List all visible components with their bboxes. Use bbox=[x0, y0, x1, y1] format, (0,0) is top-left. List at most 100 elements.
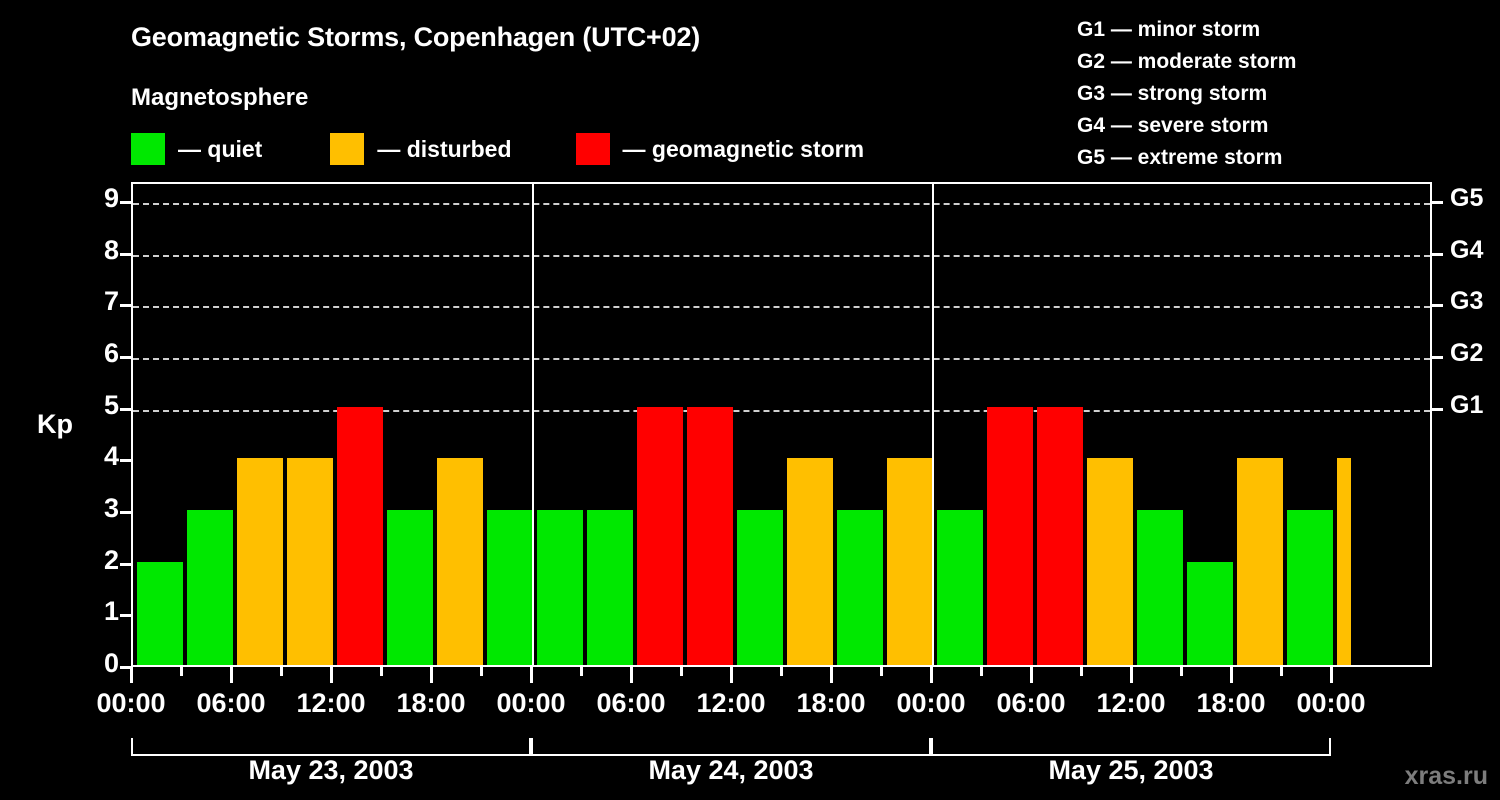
y-tick-mark bbox=[120, 614, 131, 618]
x-tick-label: 00:00 bbox=[496, 688, 566, 718]
g-tick-label: G1 bbox=[1450, 390, 1484, 419]
legend-item-quiet: — quiet bbox=[131, 132, 262, 166]
g-tick-label: G5 bbox=[1450, 184, 1484, 212]
g-legend-row-g5: G5 — extreme storm bbox=[1077, 146, 1283, 169]
x-tick-mark-minor bbox=[680, 667, 683, 676]
x-tick-mark-minor bbox=[280, 667, 283, 676]
legend-label-quiet: — quiet bbox=[178, 135, 263, 162]
gridline-kp-5 bbox=[133, 409, 1430, 412]
bar bbox=[237, 458, 283, 665]
x-tick-label: 06:00 bbox=[196, 688, 266, 718]
x-tick-label: 00:00 bbox=[896, 688, 966, 718]
x-tick-mark-minor bbox=[1280, 667, 1283, 676]
x-tick-mark bbox=[530, 667, 533, 683]
g-legend-row-g1: G1 — minor storm bbox=[1077, 18, 1261, 41]
bar bbox=[337, 406, 383, 665]
gridline-kp-8 bbox=[133, 254, 1430, 257]
x-tick-mark bbox=[1230, 667, 1233, 683]
x-tick-mark-minor bbox=[780, 667, 783, 676]
x-tick-mark-minor bbox=[580, 667, 583, 676]
x-tick-mark bbox=[1130, 667, 1133, 683]
y-tick-mark bbox=[120, 511, 131, 514]
color-legend: — quiet — disturbed — geomagnetic storm bbox=[131, 132, 864, 166]
y-tick-label: 1 bbox=[103, 596, 119, 627]
y-tick-label: 4 bbox=[103, 441, 119, 472]
g-tick-mark bbox=[1432, 407, 1443, 411]
x-tick-label: 06:00 bbox=[596, 688, 666, 718]
bar bbox=[837, 510, 883, 665]
y-tick-mark bbox=[120, 252, 131, 256]
y-tick-label: 7 bbox=[103, 286, 119, 317]
bar bbox=[1337, 458, 1351, 665]
bar bbox=[1237, 458, 1283, 665]
g-legend-row-g4: G4 — severe storm bbox=[1077, 114, 1269, 137]
legend-label-storm: — geomagnetic storm bbox=[622, 135, 865, 162]
y-tick-mark bbox=[120, 407, 131, 411]
y-tick-mark bbox=[120, 304, 131, 308]
gridline-kp-6 bbox=[133, 358, 1430, 360]
x-tick-mark bbox=[430, 667, 433, 683]
bar bbox=[887, 458, 933, 665]
page-title: Geomagnetic Storms, Copenhagen (UTC+02) bbox=[131, 22, 701, 52]
bar bbox=[787, 458, 833, 665]
x-tick-label: 00:00 bbox=[1296, 688, 1366, 718]
x-tick-label: 18:00 bbox=[796, 688, 866, 718]
x-tick-label: 12:00 bbox=[1096, 688, 1166, 718]
x-tick-mark-minor bbox=[180, 667, 183, 676]
chart-subtitle: Magnetosphere bbox=[131, 84, 309, 111]
bar bbox=[937, 510, 983, 665]
g-legend-row-g3: G3 — strong storm bbox=[1077, 82, 1268, 105]
gridline-kp-7 bbox=[133, 306, 1430, 309]
bar bbox=[537, 510, 583, 665]
legend-swatch-quiet bbox=[131, 133, 165, 165]
bar bbox=[1037, 406, 1083, 665]
bar bbox=[1187, 561, 1233, 665]
x-tick-mark-minor bbox=[880, 667, 883, 676]
g-tick-label: G4 bbox=[1450, 235, 1484, 264]
x-tick-label: 06:00 bbox=[996, 688, 1066, 718]
gridline-kp-9 bbox=[133, 203, 1430, 205]
bar bbox=[637, 406, 683, 665]
x-tick-mark-minor bbox=[980, 667, 983, 676]
watermark: xras.ru bbox=[1404, 762, 1488, 790]
legend-label-disturbed: — disturbed bbox=[377, 135, 512, 162]
y-tick-mark bbox=[120, 562, 131, 566]
bar bbox=[437, 458, 483, 665]
x-tick-mark bbox=[1330, 667, 1333, 683]
y-tick-label: 0 bbox=[103, 648, 119, 678]
y-tick-label: 6 bbox=[103, 338, 119, 368]
g-tick-mark bbox=[1432, 252, 1443, 256]
bar bbox=[287, 458, 333, 665]
x-tick-mark bbox=[830, 667, 833, 683]
x-tick-label: 18:00 bbox=[1196, 688, 1266, 718]
x-tick-mark-minor bbox=[1180, 667, 1183, 676]
g-tick-mark bbox=[1432, 356, 1443, 359]
y-tick-mark bbox=[120, 459, 131, 463]
y-tick-label: 2 bbox=[103, 544, 119, 575]
plot-area bbox=[131, 182, 1432, 667]
day-divider bbox=[932, 184, 934, 665]
g-legend-row-g2: G2 — moderate storm bbox=[1077, 50, 1297, 73]
x-tick-label: 00:00 bbox=[96, 688, 166, 718]
bar bbox=[687, 406, 733, 665]
day-label: May 24, 2003 bbox=[648, 755, 814, 785]
day-label: May 25, 2003 bbox=[1048, 755, 1214, 785]
legend-swatch-disturbed bbox=[330, 133, 365, 165]
y-tick-mark bbox=[120, 201, 131, 204]
x-tick-mark bbox=[230, 667, 233, 683]
x-tick-mark bbox=[1030, 667, 1033, 683]
day-bracket bbox=[931, 738, 1331, 756]
bar bbox=[137, 561, 183, 665]
x-tick-label: 12:00 bbox=[696, 688, 766, 718]
bar bbox=[487, 510, 533, 665]
x-tick-mark-minor bbox=[1080, 667, 1083, 676]
y-tick-mark bbox=[120, 666, 131, 669]
y-tick-label: 5 bbox=[103, 389, 119, 420]
bar bbox=[737, 510, 783, 665]
bar bbox=[1287, 510, 1333, 665]
bars-layer bbox=[133, 184, 1430, 665]
x-tick-label: 12:00 bbox=[296, 688, 366, 718]
bar bbox=[987, 406, 1033, 665]
g-tick-mark bbox=[1432, 304, 1443, 308]
